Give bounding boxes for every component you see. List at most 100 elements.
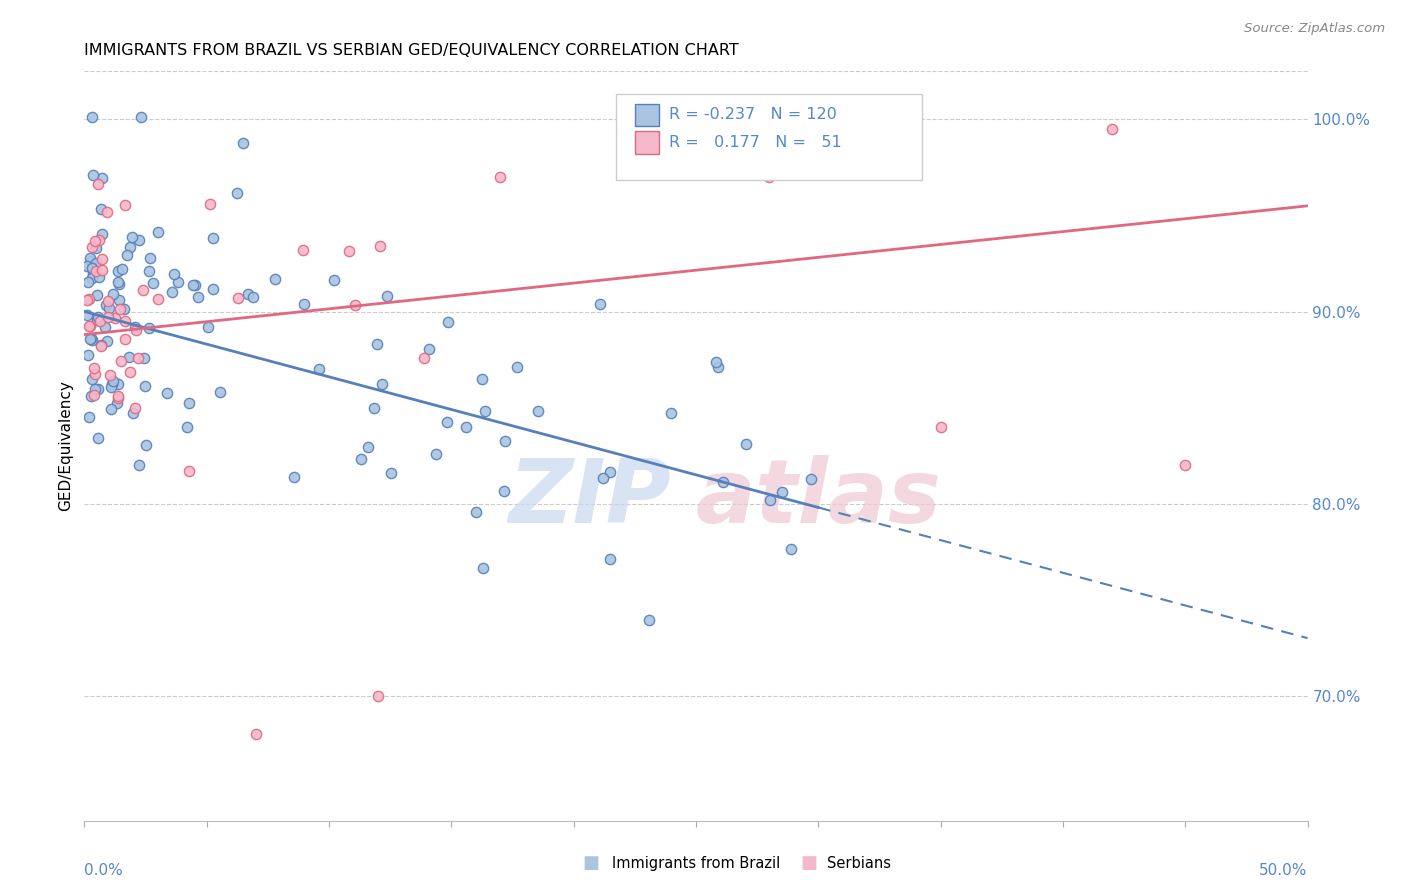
Point	[711, 475, 734, 490]
Point	[142, 277, 165, 291]
Point	[138, 320, 160, 334]
Point	[758, 169, 780, 184]
Point	[474, 403, 496, 417]
Point	[148, 292, 170, 306]
Point	[456, 419, 478, 434]
Point	[176, 420, 198, 434]
Point	[91, 227, 114, 241]
Point	[84, 382, 107, 396]
Point	[121, 406, 143, 420]
Point	[146, 225, 169, 239]
Point	[87, 310, 110, 324]
Point	[114, 332, 136, 346]
Point	[115, 248, 138, 262]
Point	[135, 438, 157, 452]
Point	[167, 275, 190, 289]
FancyBboxPatch shape	[616, 94, 922, 180]
Point	[1101, 122, 1123, 136]
Text: ■: ■	[582, 855, 599, 872]
Point	[368, 239, 391, 253]
Point	[375, 289, 398, 303]
Point	[127, 351, 149, 365]
Point	[197, 319, 219, 334]
Point	[138, 264, 160, 278]
Point	[79, 253, 101, 268]
Text: Serbians: Serbians	[827, 856, 891, 871]
Point	[350, 452, 373, 467]
Point	[90, 170, 112, 185]
Point	[800, 472, 823, 486]
Point	[100, 380, 122, 394]
Point	[465, 506, 488, 520]
Point	[1174, 458, 1197, 473]
Point	[124, 401, 146, 415]
Point	[108, 293, 131, 307]
Point	[86, 288, 108, 302]
Point	[96, 294, 118, 309]
Point	[118, 351, 141, 365]
Point	[599, 465, 621, 479]
Point	[84, 241, 107, 255]
Point	[103, 286, 125, 301]
Point	[77, 319, 100, 334]
Point	[759, 492, 782, 507]
Point	[489, 169, 512, 184]
Point	[707, 359, 730, 374]
Point	[337, 244, 360, 258]
Point	[208, 384, 231, 399]
Point	[118, 240, 141, 254]
Point	[100, 401, 122, 416]
Point	[86, 178, 108, 192]
Text: ZIP: ZIP	[509, 455, 672, 542]
Point	[156, 386, 179, 401]
Point	[506, 360, 529, 375]
Point	[363, 401, 385, 415]
Point	[83, 360, 105, 375]
Point	[527, 404, 550, 418]
Y-axis label: GED/Equivalency: GED/Equivalency	[58, 381, 73, 511]
Point	[110, 354, 132, 368]
Point	[101, 374, 124, 388]
Point	[86, 256, 108, 270]
Point	[236, 287, 259, 301]
Point	[704, 355, 727, 369]
Point	[308, 361, 330, 376]
Point	[413, 351, 436, 366]
Point	[77, 348, 100, 362]
Point	[76, 293, 98, 308]
Point	[344, 298, 367, 312]
Text: ■: ■	[800, 855, 817, 872]
Point	[323, 273, 346, 287]
Point	[612, 111, 634, 125]
Point	[79, 251, 101, 265]
Point	[105, 396, 128, 410]
Point	[90, 252, 112, 266]
Point	[107, 392, 129, 406]
Text: Source: ZipAtlas.com: Source: ZipAtlas.com	[1244, 22, 1385, 36]
Point	[471, 561, 494, 575]
Point	[245, 727, 267, 741]
Point	[228, 291, 250, 305]
Point	[77, 409, 100, 424]
Point	[82, 169, 104, 183]
Point	[77, 293, 100, 307]
Point	[367, 689, 389, 703]
Point	[100, 368, 122, 382]
Bar	[636, 131, 659, 153]
Point	[79, 332, 101, 346]
Point	[114, 197, 136, 211]
Point	[91, 262, 114, 277]
Text: R =   0.177   N =   51: R = 0.177 N = 51	[669, 135, 842, 150]
Point	[107, 377, 129, 392]
Point	[371, 377, 394, 392]
Point	[418, 342, 440, 356]
Point	[90, 339, 112, 353]
Point	[79, 318, 101, 333]
Point	[84, 264, 107, 278]
Point	[134, 379, 156, 393]
Point	[107, 389, 129, 403]
Point	[659, 406, 682, 420]
Text: R = -0.237   N = 120: R = -0.237 N = 120	[669, 107, 837, 122]
Point	[87, 270, 110, 285]
Text: atlas: atlas	[696, 455, 942, 542]
